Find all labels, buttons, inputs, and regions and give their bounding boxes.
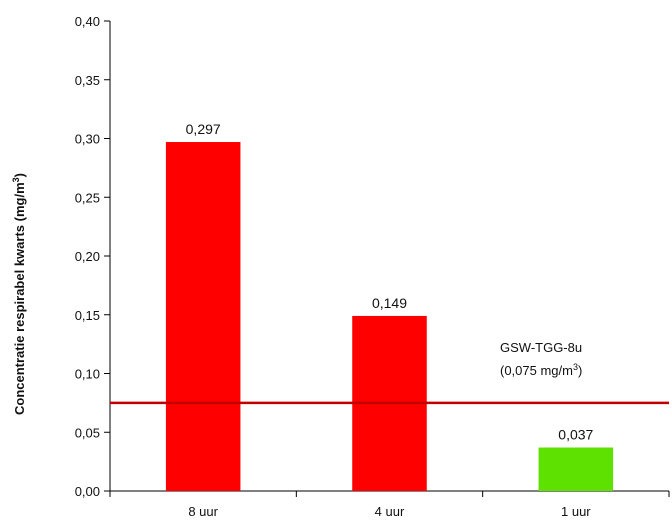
- bar: [538, 447, 614, 491]
- y-tick-label: 0,30: [75, 132, 100, 147]
- y-axis-label-sup: 3: [11, 177, 21, 182]
- y-tick-label: 0,40: [75, 14, 100, 29]
- reference-line-label-1: GSW-TGG-8u: [500, 340, 582, 355]
- y-tick-label: 0,10: [75, 367, 100, 382]
- reference-line-label-2-end: ): [578, 363, 582, 378]
- x-category-label: 8 uur: [188, 504, 218, 519]
- reference-line-label-2: (0,075 mg/m3): [500, 362, 582, 378]
- y-axis-label-end: ): [12, 173, 27, 177]
- labels: 0,297 8 uur 0,149 4 uur 0,037 1 uur: [110, 121, 669, 519]
- reference-line-label-2-sup: 3: [573, 362, 578, 372]
- y-tick-label: 0,20: [75, 249, 100, 264]
- bar: [165, 142, 241, 491]
- reference-line-label-2-main: (0,075 mg/m: [500, 363, 573, 378]
- x-category-label: 4 uur: [375, 504, 405, 519]
- data-label: 0,037: [558, 427, 593, 443]
- x-category-label: 1 uur: [561, 504, 591, 519]
- y-tick-label: 0,05: [75, 425, 100, 440]
- y-tick-label: 0,35: [75, 73, 100, 88]
- y-tick-label: 0,00: [75, 484, 100, 499]
- bars: [165, 142, 614, 491]
- y-axis-label-main: Concentratie respirabel kwarts (mg/m: [12, 182, 27, 415]
- data-label: 0,297: [186, 121, 221, 137]
- y-axis-label: Concentratie respirabel kwarts (mg/m3): [11, 173, 27, 415]
- data-label: 0,149: [372, 295, 407, 311]
- y-tick-label: 0,25: [75, 190, 100, 205]
- y-tick-label: 0,15: [75, 308, 100, 323]
